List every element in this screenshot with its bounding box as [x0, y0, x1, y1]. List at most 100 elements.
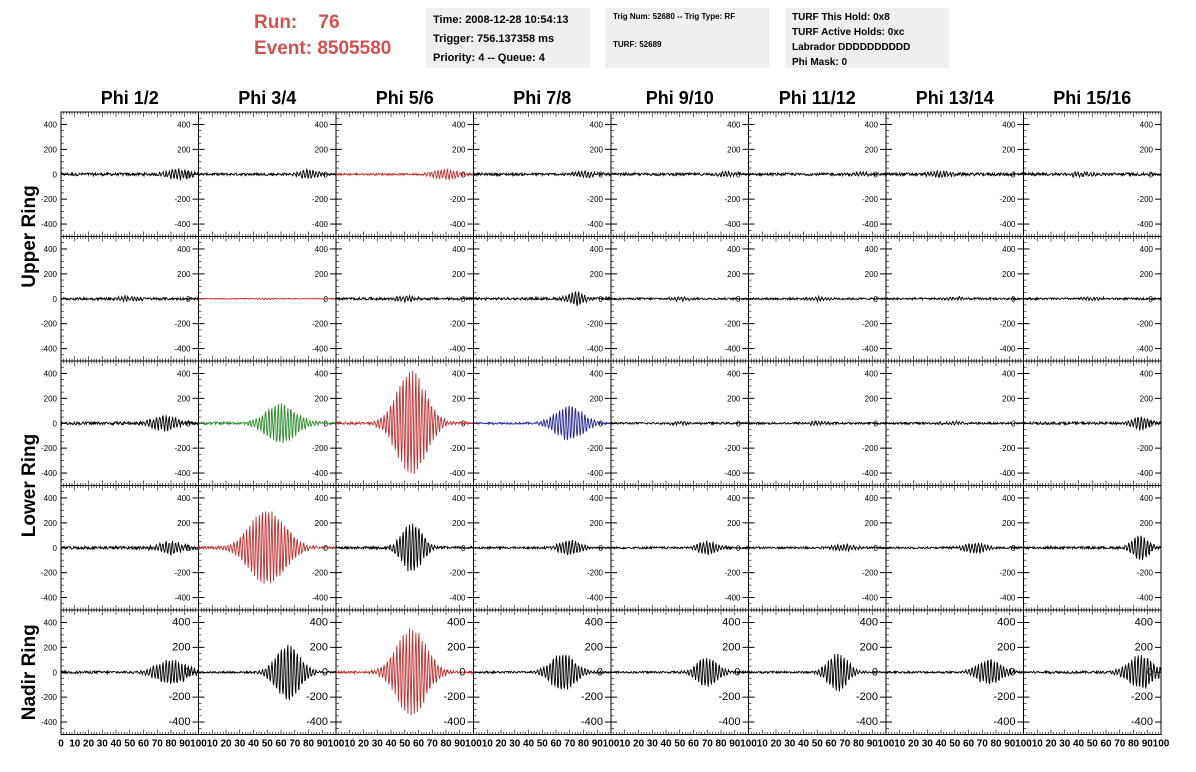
waveform-trace: [610, 420, 749, 427]
y-tick-label: -200: [718, 691, 740, 703]
y-tick-label: 400: [1140, 120, 1154, 129]
y-tick-label: -400: [449, 220, 466, 229]
waveform-trace: [473, 654, 612, 690]
y-tick-label: -200: [312, 320, 329, 329]
run-label: Run:: [254, 12, 298, 33]
y-tick-label: 0: [736, 170, 741, 179]
y-tick-label: -400: [724, 345, 741, 354]
x-tick-label: 30: [509, 739, 521, 750]
y-tick-label: -400: [174, 469, 191, 478]
waveform-trace: [473, 539, 612, 556]
y-tick-label: 400: [452, 494, 466, 503]
waveform-trace: [748, 294, 887, 303]
y-tick-label: 400: [172, 616, 190, 628]
y-tick-label: 200: [452, 519, 466, 528]
y-tick-label: -400: [41, 345, 58, 354]
x-tick-label: 10: [207, 739, 219, 750]
y-tick-label: -200: [1137, 320, 1154, 329]
run-row: Run: 76: [254, 10, 391, 36]
x-tick-label: 70: [1114, 739, 1126, 750]
y-tick-label: -400: [856, 716, 878, 728]
column-header: Phi 15/16: [1053, 88, 1131, 108]
x-tick-label: 90: [729, 739, 741, 750]
y-tick-label: -200: [862, 569, 879, 578]
y-tick-label: 400: [315, 120, 329, 129]
waveform-trace: [610, 170, 749, 179]
y-tick-label: 200: [727, 519, 741, 528]
y-tick-label: 400: [585, 616, 603, 628]
x-tick-label: 90: [1004, 739, 1016, 750]
y-tick-label: 0: [1149, 170, 1154, 179]
x-tick-label: 60: [825, 739, 837, 750]
y-tick-label: 0: [1149, 419, 1154, 428]
y-tick-label: -400: [1137, 469, 1154, 478]
y-tick-label: 400: [860, 616, 878, 628]
y-tick-label: -400: [587, 594, 604, 603]
x-tick-label: 80: [303, 739, 315, 750]
column-header: Phi 11/12: [779, 88, 856, 108]
x-tick-label: 90: [179, 739, 191, 750]
y-tick-label: 200: [452, 394, 466, 403]
x-tick-label: 100: [878, 739, 895, 750]
y-tick-label: 400: [1002, 120, 1016, 129]
y-tick-label: 200: [865, 519, 879, 528]
x-tick-label: 10: [757, 739, 769, 750]
y-tick-label: -400: [999, 469, 1016, 478]
y-tick-label: 400: [1140, 369, 1154, 378]
time-info-box: Time: 2008-12-28 10:54:13 Trigger: 756.1…: [426, 8, 590, 68]
x-tick-label: 10: [69, 739, 81, 750]
waveform-trace: [885, 658, 1024, 685]
y-tick-label: 400: [452, 120, 466, 129]
y-tick-label: 200: [177, 145, 191, 154]
y-tick-label: 0: [461, 295, 466, 304]
y-tick-label: 400: [590, 494, 604, 503]
y-tick-label: -400: [41, 594, 58, 603]
y-tick-label: 200: [1002, 394, 1016, 403]
x-tick-label: 50: [1087, 739, 1099, 750]
waveform-trace: [1023, 170, 1162, 179]
turf-info-box: TURF This Hold: 0x8 TURF Active Holds: 0…: [785, 8, 949, 68]
y-tick-label: 0: [736, 419, 741, 428]
y-tick-label: 200: [1140, 519, 1154, 528]
y-tick-label: -200: [449, 444, 466, 453]
waveform-trace: [885, 169, 1024, 179]
x-tick-label: 10: [894, 739, 906, 750]
waveform-trace: [473, 291, 612, 307]
y-tick-label: 400: [44, 369, 58, 378]
x-tick-label: 20: [83, 739, 95, 750]
x-tick-label: 70: [564, 739, 576, 750]
y-tick-label: 400: [44, 120, 58, 129]
x-tick-label: 40: [523, 739, 535, 750]
y-tick-label: -400: [168, 716, 190, 728]
x-tick-label: 20: [908, 739, 920, 750]
x-tick-label: 100: [740, 739, 757, 750]
x-tick-label: 80: [1128, 739, 1140, 750]
y-tick-label: 200: [44, 643, 58, 652]
y-tick-label: -400: [174, 345, 191, 354]
x-tick-label: 70: [289, 739, 301, 750]
waveform-trace: [610, 295, 749, 303]
y-tick-label: 400: [865, 494, 879, 503]
y-tick-label: -400: [449, 345, 466, 354]
y-tick-label: -200: [724, 444, 741, 453]
y-tick-label: -400: [862, 220, 879, 229]
waveform-trace: [748, 543, 887, 553]
y-tick-label: -200: [587, 195, 604, 204]
y-tick-label: -400: [312, 345, 329, 354]
y-tick-label: 200: [727, 270, 741, 279]
row-label: Lower Ring: [19, 434, 40, 537]
x-tick-label: 30: [922, 739, 934, 750]
y-tick-label: -200: [587, 569, 604, 578]
y-tick-label: -200: [312, 195, 329, 204]
y-tick-label: -200: [449, 320, 466, 329]
y-tick-label: -200: [174, 569, 191, 578]
